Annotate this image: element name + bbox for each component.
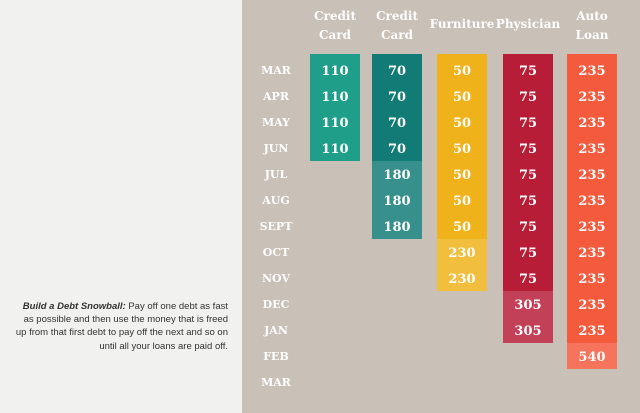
column-header-line: Loan bbox=[576, 28, 609, 42]
payment-value: 235 bbox=[578, 246, 605, 261]
column-header-line: Card bbox=[381, 28, 414, 42]
payment-value: 110 bbox=[321, 64, 348, 79]
caption-panel: Build a Debt Snowball: Pay off one debt … bbox=[0, 0, 242, 413]
payment-value: 75 bbox=[519, 220, 537, 235]
payment-value: 75 bbox=[519, 194, 537, 209]
bar-2 bbox=[437, 54, 487, 291]
payment-value: 70 bbox=[388, 90, 406, 105]
payment-value: 75 bbox=[519, 168, 537, 183]
column-header: Physician bbox=[496, 17, 561, 31]
payment-value: 50 bbox=[453, 90, 471, 105]
bar-0 bbox=[310, 54, 360, 161]
month-label: APR bbox=[262, 90, 290, 103]
payment-value: 110 bbox=[321, 116, 348, 131]
debt-snowball-chart: Credit Card Credit Card Furniture Physician Au… bbox=[260, 9, 617, 389]
snowball-highlight bbox=[437, 265, 487, 291]
month-label: OCT bbox=[263, 246, 290, 259]
payment-value: 235 bbox=[578, 116, 605, 131]
payment-value: 50 bbox=[453, 142, 471, 157]
payment-value: 540 bbox=[578, 350, 605, 365]
payment-value: 50 bbox=[453, 116, 471, 131]
payment-value: 75 bbox=[519, 116, 537, 131]
payment-value: 75 bbox=[519, 272, 537, 287]
payment-value: 235 bbox=[578, 64, 605, 79]
payment-value: 235 bbox=[578, 142, 605, 157]
month-label: MAY bbox=[262, 116, 290, 129]
month-label: MAR bbox=[261, 64, 292, 77]
payment-value: 75 bbox=[519, 246, 537, 261]
payment-value: 70 bbox=[388, 142, 406, 157]
payment-value: 230 bbox=[448, 272, 475, 287]
bar-3 bbox=[503, 54, 553, 343]
snowball-highlight bbox=[567, 343, 617, 369]
payment-value: 75 bbox=[519, 64, 537, 79]
month-label: MAR bbox=[261, 376, 292, 389]
payment-value: 235 bbox=[578, 272, 605, 287]
payment-value: 50 bbox=[453, 220, 471, 235]
month-label: AUG bbox=[261, 194, 290, 207]
month-label: JAN bbox=[263, 324, 288, 337]
column-header-line: Credit bbox=[376, 9, 418, 23]
caption-lead: Build a Debt Snowball: bbox=[22, 301, 126, 312]
snowball-highlight bbox=[437, 239, 487, 265]
payment-value: 50 bbox=[453, 194, 471, 209]
payment-value: 180 bbox=[383, 168, 410, 183]
caption-text: Pay off one debt as fast as possible and… bbox=[15, 301, 228, 352]
month-label: DEC bbox=[263, 298, 290, 311]
payment-value: 235 bbox=[578, 324, 605, 339]
snowball-highlight bbox=[503, 317, 553, 343]
snowball-highlight bbox=[372, 187, 422, 213]
payment-value: 180 bbox=[383, 194, 410, 209]
payment-value: 70 bbox=[388, 64, 406, 79]
caption: Build a Debt Snowball: Pay off one debt … bbox=[13, 300, 228, 353]
snowball-highlight bbox=[372, 161, 422, 187]
payment-value: 235 bbox=[578, 298, 605, 313]
month-label: JUL bbox=[264, 168, 288, 181]
payment-value: 50 bbox=[453, 168, 471, 183]
payment-value: 70 bbox=[388, 116, 406, 131]
column-header-line: Auto bbox=[575, 9, 608, 23]
snowball-highlight bbox=[503, 291, 553, 317]
payment-value: 110 bbox=[321, 90, 348, 105]
payment-value: 230 bbox=[448, 246, 475, 261]
payment-value: 50 bbox=[453, 64, 471, 79]
month-label: NOV bbox=[262, 272, 290, 285]
month-label: FEB bbox=[263, 350, 289, 363]
payment-value: 75 bbox=[519, 142, 537, 157]
month-label: SEPT bbox=[260, 220, 294, 233]
payment-value: 235 bbox=[578, 90, 605, 105]
payment-value: 180 bbox=[383, 220, 410, 235]
payment-value: 235 bbox=[578, 194, 605, 209]
payment-value: 75 bbox=[519, 90, 537, 105]
payment-value: 110 bbox=[321, 142, 348, 157]
payment-value: 305 bbox=[514, 298, 541, 313]
bar-1 bbox=[372, 54, 422, 239]
column-header-line: Card bbox=[319, 28, 352, 42]
bar-4 bbox=[567, 54, 617, 369]
snowball-highlight bbox=[372, 213, 422, 239]
payment-value: 305 bbox=[514, 324, 541, 339]
payment-value: 235 bbox=[578, 168, 605, 183]
month-label: JUN bbox=[263, 142, 289, 155]
chart-panel: Credit Card Credit Card Furniture Physician Au… bbox=[242, 0, 640, 413]
payment-value: 235 bbox=[578, 220, 605, 235]
column-header-line: Credit bbox=[314, 9, 356, 23]
column-header: Furniture bbox=[430, 17, 495, 31]
